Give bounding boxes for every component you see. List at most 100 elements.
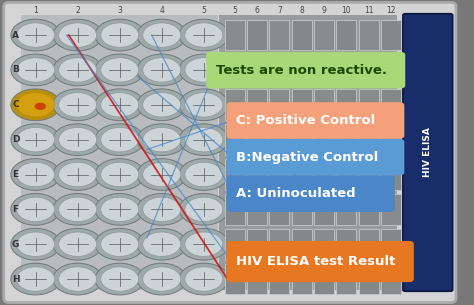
Circle shape	[137, 193, 186, 225]
Circle shape	[137, 228, 186, 260]
Bar	[381, 159, 401, 190]
Circle shape	[179, 19, 228, 51]
Bar	[314, 55, 334, 85]
Circle shape	[53, 159, 102, 190]
Text: 1: 1	[33, 6, 38, 15]
Circle shape	[95, 89, 144, 121]
Circle shape	[179, 124, 228, 156]
Circle shape	[100, 162, 138, 187]
Bar	[336, 194, 356, 225]
Bar	[381, 229, 401, 260]
Bar	[314, 264, 334, 294]
Circle shape	[185, 197, 223, 221]
Circle shape	[17, 232, 55, 257]
Circle shape	[143, 23, 181, 47]
Bar	[381, 264, 401, 294]
Circle shape	[53, 124, 102, 156]
Circle shape	[179, 193, 228, 225]
Bar	[336, 89, 356, 120]
Circle shape	[11, 124, 60, 156]
Circle shape	[143, 58, 181, 82]
Circle shape	[95, 19, 144, 51]
Bar	[247, 55, 267, 85]
Bar	[381, 20, 401, 50]
Circle shape	[137, 54, 186, 86]
Bar	[336, 229, 356, 260]
Text: C: C	[12, 100, 19, 109]
Text: 3: 3	[117, 6, 122, 15]
Circle shape	[95, 228, 144, 260]
Circle shape	[95, 54, 144, 86]
Text: H: H	[12, 274, 19, 284]
Bar	[359, 194, 379, 225]
Bar	[247, 124, 267, 155]
Circle shape	[137, 19, 186, 51]
Circle shape	[137, 89, 186, 121]
Circle shape	[185, 23, 223, 47]
Bar	[292, 229, 312, 260]
Bar	[292, 194, 312, 225]
Circle shape	[17, 197, 55, 221]
Circle shape	[59, 267, 97, 291]
Bar	[336, 159, 356, 190]
Bar	[359, 20, 379, 50]
Bar	[247, 194, 267, 225]
Bar	[381, 55, 401, 85]
Circle shape	[143, 93, 181, 117]
Circle shape	[179, 159, 228, 190]
Text: A: Uninoculated: A: Uninoculated	[236, 187, 356, 200]
Text: 2: 2	[75, 6, 80, 15]
Text: 9: 9	[321, 6, 327, 15]
Bar	[247, 264, 267, 294]
Circle shape	[185, 58, 223, 82]
Bar	[314, 229, 334, 260]
Bar	[336, 55, 356, 85]
Circle shape	[59, 232, 97, 257]
Bar	[225, 124, 245, 155]
Bar	[359, 229, 379, 260]
Bar	[359, 89, 379, 120]
Bar	[225, 159, 245, 190]
Text: HIV ELISA test Result: HIV ELISA test Result	[236, 255, 395, 268]
Bar	[359, 124, 379, 155]
Circle shape	[137, 124, 186, 156]
Text: E: E	[13, 170, 18, 179]
Circle shape	[179, 228, 228, 260]
Circle shape	[143, 267, 181, 291]
Circle shape	[11, 54, 60, 86]
Bar	[292, 159, 312, 190]
Bar	[336, 124, 356, 155]
FancyBboxPatch shape	[227, 175, 395, 212]
Circle shape	[95, 159, 144, 190]
Circle shape	[185, 93, 223, 117]
FancyBboxPatch shape	[227, 139, 404, 175]
Bar	[225, 89, 245, 120]
FancyBboxPatch shape	[403, 14, 453, 291]
Circle shape	[11, 159, 60, 190]
Circle shape	[100, 197, 138, 221]
Bar	[292, 55, 312, 85]
Bar	[269, 264, 289, 294]
Bar	[336, 20, 356, 50]
Circle shape	[59, 58, 97, 82]
Text: HIV ELISA: HIV ELISA	[423, 127, 432, 178]
Circle shape	[137, 263, 186, 295]
Bar	[269, 124, 289, 155]
Bar	[225, 20, 245, 50]
FancyBboxPatch shape	[227, 241, 414, 282]
Circle shape	[11, 89, 60, 121]
Text: 5: 5	[232, 6, 237, 15]
Bar	[381, 124, 401, 155]
FancyBboxPatch shape	[206, 52, 405, 88]
FancyBboxPatch shape	[219, 15, 397, 290]
Circle shape	[17, 23, 55, 47]
Circle shape	[59, 93, 97, 117]
Bar	[292, 20, 312, 50]
Circle shape	[11, 263, 60, 295]
Bar	[314, 159, 334, 190]
Bar	[292, 124, 312, 155]
Circle shape	[53, 228, 102, 260]
Text: A: A	[12, 30, 19, 40]
Text: G: G	[12, 240, 19, 249]
Bar	[269, 229, 289, 260]
